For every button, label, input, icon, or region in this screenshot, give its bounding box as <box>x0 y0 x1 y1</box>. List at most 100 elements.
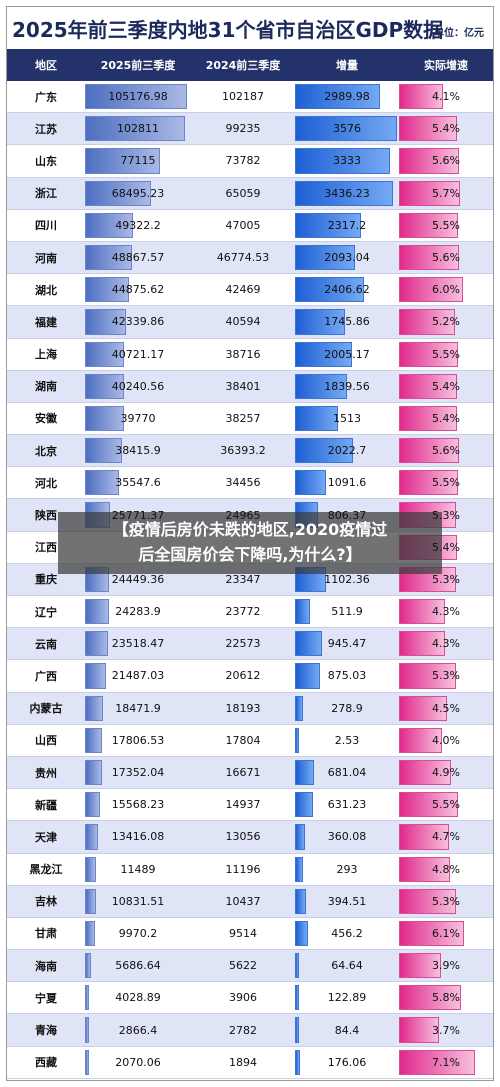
increase-value: 681.04 <box>327 766 367 780</box>
table-row: 浙江 68495.23 65059 3436.23 5.7% <box>7 177 493 210</box>
growth-bar <box>399 212 458 238</box>
region-cell: 山西 <box>35 734 57 748</box>
increase-value: 1513 <box>333 411 361 425</box>
region-cell: 湖南 <box>35 380 57 394</box>
gdp2024-cell: 3906 <box>191 982 295 1013</box>
gdp2024-value: 47005 <box>225 218 261 232</box>
region-cell: 山东 <box>35 154 57 168</box>
increase-cell: 360.08 <box>295 821 399 852</box>
growth-bar <box>399 438 459 464</box>
growth-cell: 4.3% <box>399 628 493 659</box>
growth-cell: 4.3% <box>399 596 493 627</box>
increase-bar <box>295 341 353 367</box>
increase-cell: 176.06 <box>295 1047 399 1078</box>
growth-bar <box>399 631 446 657</box>
gdp2024-value: 9514 <box>229 926 257 940</box>
gdp2025-cell: 18471.9 <box>85 693 191 724</box>
gdp2024-cell: 17804 <box>191 725 295 756</box>
gdp2024-cell: 73782 <box>191 145 295 176</box>
increase-bar <box>295 470 327 496</box>
gdp2025-cell: 15568.23 <box>85 789 191 820</box>
gdp2025-value: 24449.36 <box>111 572 165 586</box>
increase-value: 2989.98 <box>324 90 370 104</box>
gdp2025-bar <box>85 631 108 657</box>
gdp2025-bar <box>85 727 103 753</box>
gdp2025-value: 38415.9 <box>115 444 161 458</box>
increase-cell: 2317.2 <box>295 210 399 241</box>
gdp2025-value: 102811 <box>117 122 159 136</box>
increase-value: 176.06 <box>327 1055 367 1069</box>
growth-bar <box>399 985 462 1011</box>
region-cell: 重庆 <box>35 573 57 587</box>
increase-value: 293 <box>336 862 358 876</box>
gdp2024-cell: 40594 <box>191 306 295 337</box>
growth-cell: 5.3% <box>399 660 493 691</box>
gdp2024-cell: 42469 <box>191 274 295 305</box>
increase-value: 875.03 <box>327 669 367 683</box>
gdp2025-value: 21487.03 <box>111 669 165 683</box>
gdp2025-cell: 105176.98 <box>85 81 191 112</box>
growth-cell: 4.1% <box>399 81 493 112</box>
gdp2025-cell: 24449.36 <box>85 564 191 595</box>
increase-value: 278.9 <box>331 701 363 715</box>
increase-bar <box>295 373 348 399</box>
gdp2025-bar <box>85 824 98 850</box>
increase-value: 2022.7 <box>327 444 367 458</box>
table-row: 上海 40721.17 38716 2005.17 5.5% <box>7 338 493 371</box>
growth-value: 5.5% <box>432 347 460 361</box>
increase-value: 456.2 <box>331 926 363 940</box>
increase-cell: 875.03 <box>295 660 399 691</box>
table-row: 甘肃 9970.2 9514 456.2 6.1% <box>7 917 493 951</box>
table-row: 新疆 15568.23 14937 631.23 5.5% <box>7 789 493 822</box>
increase-cell: 3436.23 <box>295 178 399 209</box>
gdp2025-bar <box>85 148 160 174</box>
increase-value: 3333 <box>333 154 361 168</box>
gdp2024-cell: 99235 <box>191 113 295 144</box>
growth-bar <box>399 953 441 979</box>
table-row: 安徽 39770 38257 1513 5.4% <box>7 402 493 436</box>
increase-bar <box>295 985 299 1011</box>
increase-bar <box>295 695 303 721</box>
growth-value: 5.7% <box>432 186 460 200</box>
gdp2025-cell: 40721.17 <box>85 339 191 370</box>
gdp2025-value: 77115 <box>120 154 156 168</box>
increase-bar <box>295 244 355 271</box>
gdp2025-cell: 9970.2 <box>85 918 191 949</box>
gdp2025-bar <box>85 309 127 335</box>
overlay-line-1: 【疫情后房价未跌的地区,2020疫情过 <box>112 520 388 539</box>
gdp2025-value: 40721.17 <box>111 347 165 361</box>
increase-value: 1745.86 <box>324 315 370 329</box>
chart-title: 2025年前三季度内地31个省市自治区GDP数据 <box>12 18 444 42</box>
gdp2025-bar <box>85 116 185 142</box>
gdp2024-value: 20612 <box>225 669 261 683</box>
growth-cell: 5.5% <box>399 789 493 820</box>
overlay-banner[interactable]: 【疫情后房价未跌的地区,2020疫情过 后全国房价会下降吗,为什么?】 <box>58 512 442 574</box>
gdp2025-cell: 17352.04 <box>85 757 191 788</box>
growth-value: 4.3% <box>432 637 460 651</box>
increase-bar <box>295 663 320 689</box>
growth-value: 5.5% <box>432 218 460 232</box>
gdp2025-bar <box>85 244 133 271</box>
gdp2025-bar <box>85 373 125 399</box>
table-row: 广东 105176.98 102187 2989.98 4.1% <box>7 81 493 114</box>
gdp2025-value: 4028.89 <box>115 991 161 1005</box>
gdp2025-bar <box>85 920 95 947</box>
increase-cell: 2005.17 <box>295 339 399 370</box>
growth-cell: 6.0% <box>399 274 493 305</box>
header-gdp2025: 2025前三季度 <box>100 59 176 72</box>
gdp2024-cell: 24965 <box>191 499 295 530</box>
increase-value: 122.89 <box>327 991 367 1005</box>
gdp2025-bar <box>85 277 129 303</box>
gdp2024-cell: 13056 <box>191 821 295 852</box>
gdp2024-cell: 11196 <box>191 854 295 885</box>
increase-cell: 122.89 <box>295 982 399 1013</box>
growth-value: 4.7% <box>432 830 460 844</box>
gdp2024-value: 102187 <box>222 90 264 104</box>
gdp2024-value: 1894 <box>229 1055 257 1069</box>
increase-cell: 2093.04 <box>295 242 399 273</box>
gdp2025-bar <box>85 438 123 464</box>
growth-cell: 5.5% <box>399 210 493 241</box>
gdp2024-cell: 18193 <box>191 693 295 724</box>
gdp2025-value: 42339.86 <box>111 315 165 329</box>
growth-value: 5.6% <box>432 444 460 458</box>
